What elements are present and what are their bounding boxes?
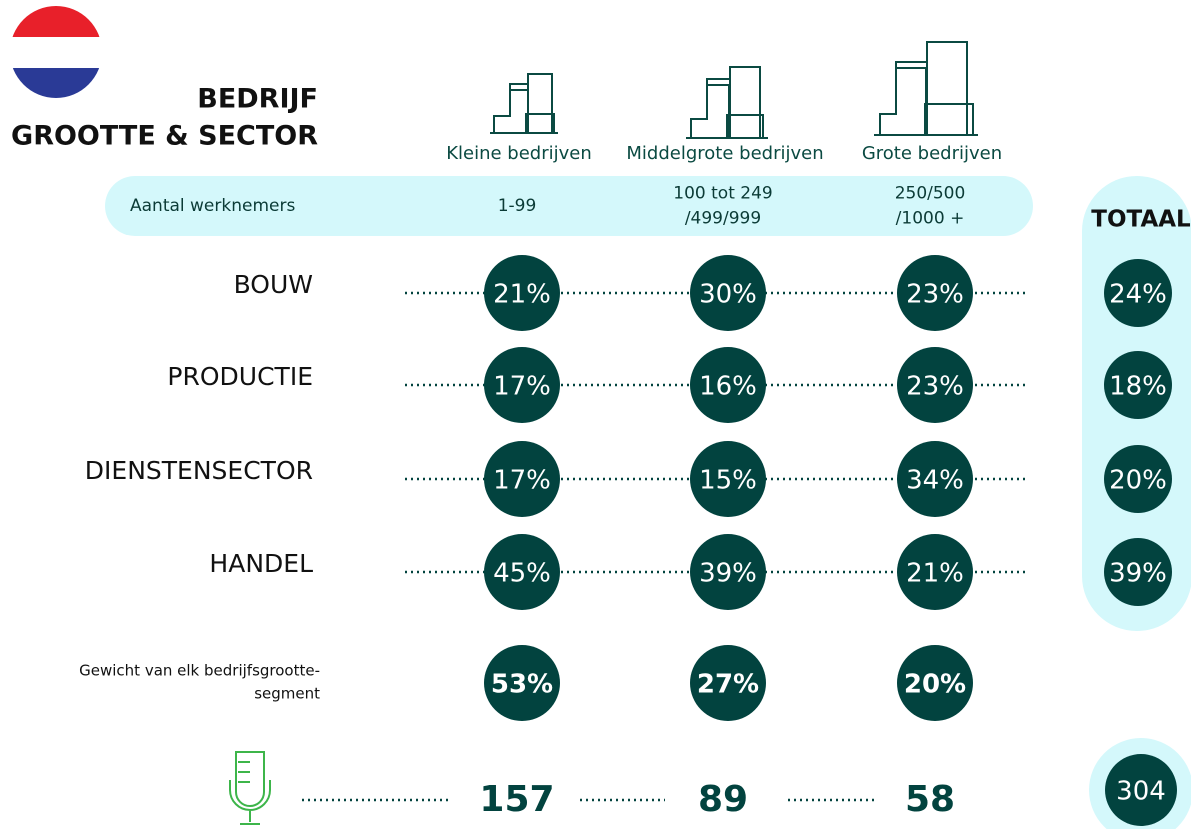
- range-value: 1-99: [498, 196, 537, 216]
- cell-value: 21%: [493, 280, 551, 310]
- cell-value-circle: [690, 441, 766, 517]
- title: BEDRIJF: [197, 84, 318, 115]
- cell-value-circle: [484, 534, 560, 610]
- weight-value: 27%: [697, 670, 759, 700]
- cell-value-circle: [897, 255, 973, 331]
- total-value-circle: [1104, 445, 1172, 513]
- flag: [10, 6, 102, 98]
- total-value: 24%: [1109, 280, 1167, 310]
- row-label: PRODUCTIE: [167, 362, 313, 391]
- cell-value: 34%: [906, 466, 964, 496]
- total-value: 20%: [1109, 466, 1167, 496]
- cell-value: 45%: [493, 559, 551, 589]
- cell-value-circle: [690, 534, 766, 610]
- cell-value-circle: [690, 255, 766, 331]
- respondent-total: 304: [1116, 777, 1166, 807]
- respondent-count: 157: [479, 779, 554, 820]
- cell-value-circle: [484, 255, 560, 331]
- cell-value-circle: [484, 347, 560, 423]
- weight-value-circle: [484, 645, 560, 721]
- cell-value: 16%: [699, 372, 757, 402]
- cell-value: 23%: [906, 372, 964, 402]
- range-band: [105, 176, 1033, 236]
- cell-value: 15%: [699, 466, 757, 496]
- range-value: 100 tot 249: [673, 184, 772, 204]
- cell-value-circle: [897, 534, 973, 610]
- building-icons: [229, 41, 978, 825]
- total-value-circle: [1104, 259, 1172, 327]
- total-value-circle: [1104, 538, 1172, 606]
- cell-value: 30%: [699, 280, 757, 310]
- row-label: HANDEL: [209, 549, 313, 578]
- cell-value: 39%: [699, 559, 757, 589]
- column-label: Grote bedrijven: [862, 143, 1002, 164]
- row-label: DIENSTENSECTOR: [85, 456, 313, 485]
- cell-value: 23%: [906, 280, 964, 310]
- total-value-circle: [1104, 351, 1172, 419]
- total-value: 18%: [1109, 372, 1167, 402]
- cell-value-circle: [484, 441, 560, 517]
- column-label: Kleine bedrijven: [446, 143, 592, 164]
- cell-value-circle: [897, 347, 973, 423]
- weight-value: 20%: [904, 670, 966, 700]
- total-header: TOTAAL: [1091, 207, 1191, 233]
- range-value: 250/500: [895, 184, 966, 204]
- range-label: Aantal werknemers: [130, 196, 295, 216]
- weight-value-circle: [690, 645, 766, 721]
- respondent-total-circle: [1105, 754, 1177, 826]
- cell-value: 17%: [493, 466, 551, 496]
- weight-label: Gewicht van elk bedrijfsgrootte-: [79, 662, 320, 680]
- respondent-count: 58: [905, 779, 955, 820]
- range-value: /1000 +: [896, 209, 965, 229]
- row-label: BOUW: [234, 270, 313, 299]
- total-value: 39%: [1109, 559, 1167, 589]
- weight-value-circle: [897, 645, 973, 721]
- respondent-count: 89: [698, 779, 748, 820]
- range-value: /499/999: [685, 209, 761, 229]
- weight-value: 53%: [491, 670, 553, 700]
- cell-value: 17%: [493, 372, 551, 402]
- weight-label: segment: [254, 685, 320, 703]
- cell-value: 21%: [906, 559, 964, 589]
- cell-value-circle: [690, 347, 766, 423]
- title: GROOTTE & SECTOR: [11, 121, 318, 152]
- column-label: Middelgrote bedrijven: [626, 143, 823, 164]
- cell-value-circle: [897, 441, 973, 517]
